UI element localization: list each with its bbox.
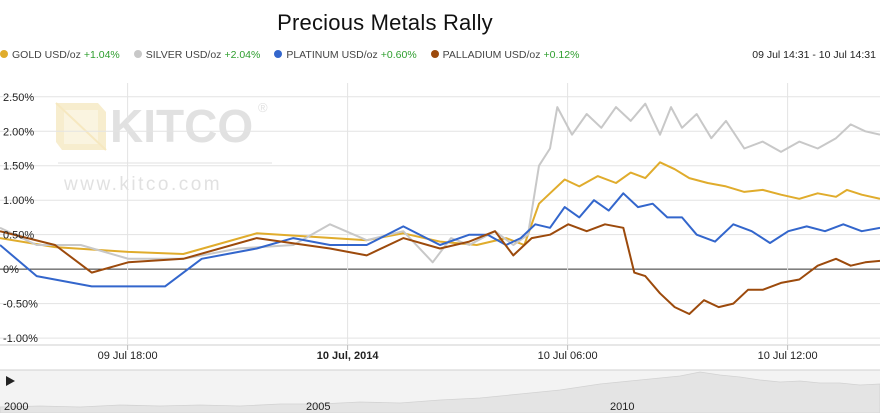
navigator-year-label: 2000 — [4, 401, 28, 413]
y-tick-label: 2.00% — [3, 126, 34, 138]
x-tick-label: 09 Jul 18:00 — [98, 350, 158, 362]
navigator-year-label: 2010 — [610, 401, 634, 413]
legend-series-change: +2.04% — [224, 49, 261, 61]
y-tick-label: 1.50% — [3, 161, 34, 173]
kitco-registered-mark: ® — [258, 100, 268, 115]
x-tick-label: 10 Jul, 2014 — [317, 350, 380, 362]
kitco-watermark: KITCO ® www.kitco.com — [55, 100, 272, 195]
kitco-brand-text: KITCO — [110, 100, 253, 152]
navigator-history-area — [0, 371, 880, 413]
legend-series-change: +0.60% — [380, 49, 417, 61]
y-tick-label: -1.00% — [3, 333, 38, 345]
y-tick-label: 0.50% — [3, 230, 34, 242]
y-tick-label: 2.50% — [3, 92, 34, 104]
series-line[interactable] — [0, 223, 880, 315]
legend-series-name: PALLADIUM USD/oz — [442, 49, 541, 61]
legend-dot-icon — [133, 50, 142, 58]
play-icon[interactable] — [6, 376, 15, 386]
x-tick-label: 10 Jul 06:00 — [538, 350, 598, 362]
legend: GOLD USD/oz +1.04% SILVER USD/oz +2.04% PLAT… — [0, 49, 880, 65]
legend-series-name: PLATINUM USD/oz — [286, 49, 378, 61]
y-tick-label: 1.00% — [3, 195, 34, 207]
legend-series-change: +0.12% — [543, 49, 580, 61]
x-axis: 09 Jul 18:00 10 Jul, 2014 10 Jul 06:00 10 J… — [98, 350, 818, 362]
legend-dot-icon — [0, 50, 8, 58]
y-axis: 2.50% 2.00% 1.50% 1.00% 0.50% 0% -0.50% -1.00% — [3, 92, 38, 345]
date-range: 09 Jul 14:31 - 10 Jul 14:31 — [752, 49, 876, 61]
series-line[interactable] — [0, 192, 880, 288]
y-tick-label: -0.50% — [3, 299, 38, 311]
legend-dot-icon — [430, 50, 439, 58]
chart-series — [0, 102, 880, 315]
x-tick-label: 10 Jul 12:00 — [758, 350, 818, 362]
kitco-url-text: www.kitco.com — [63, 174, 222, 195]
navigator-year-label: 2005 — [306, 401, 330, 413]
legend-series-name: GOLD USD/oz — [12, 49, 81, 61]
chart-title: Precious Metals Rally — [277, 10, 493, 35]
kitco-logo-icon — [55, 102, 107, 151]
legend-item[interactable]: SILVER USD/oz +2.04% — [133, 49, 261, 61]
legend-dot-icon — [274, 50, 283, 58]
legend-item[interactable]: PLATINUM USD/oz +0.60% — [274, 49, 417, 61]
series-line[interactable] — [0, 102, 880, 264]
legend-series-name: SILVER USD/oz — [145, 49, 222, 61]
legend-item[interactable]: GOLD USD/oz +1.04% — [0, 49, 120, 61]
legend-series-change: +1.04% — [83, 49, 120, 61]
y-tick-label: 0% — [3, 264, 19, 276]
legend-item[interactable]: PALLADIUM USD/oz +0.12% — [430, 49, 580, 61]
series-line[interactable] — [0, 161, 880, 255]
time-navigator[interactable]: 2000 2005 2010 — [0, 369, 880, 413]
